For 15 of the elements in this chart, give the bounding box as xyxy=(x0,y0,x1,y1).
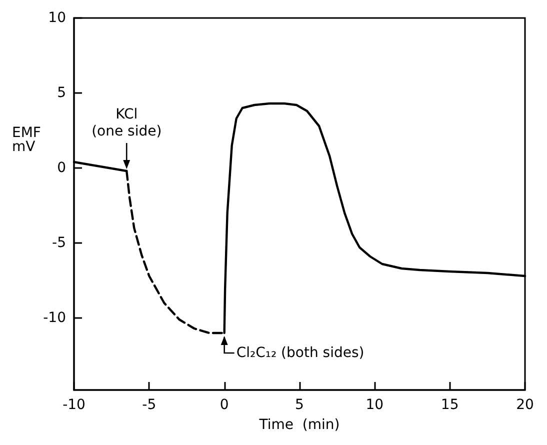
x-tick-label: 10 xyxy=(366,397,384,413)
y-tick-label: 10 xyxy=(48,10,66,26)
x-tick-label: 0 xyxy=(220,397,229,413)
x-tick-label: 5 xyxy=(295,397,304,413)
annotation: Cl₂C₁₂ (both sides) xyxy=(236,345,364,361)
x-tick-label: 15 xyxy=(440,397,459,413)
x-tick-label: 20 xyxy=(516,397,534,413)
x-tick-label: -5 xyxy=(142,397,156,413)
y-tick-label: -5 xyxy=(52,235,66,251)
x-axis-title: Time (min) xyxy=(258,417,340,433)
y-tick-label: 0 xyxy=(57,160,66,176)
y-tick-label: -10 xyxy=(43,310,66,326)
y-tick-label: 5 xyxy=(57,85,66,101)
y-axis-title: EMF mV xyxy=(12,125,41,155)
annotation: KCl (one side) xyxy=(92,106,162,140)
